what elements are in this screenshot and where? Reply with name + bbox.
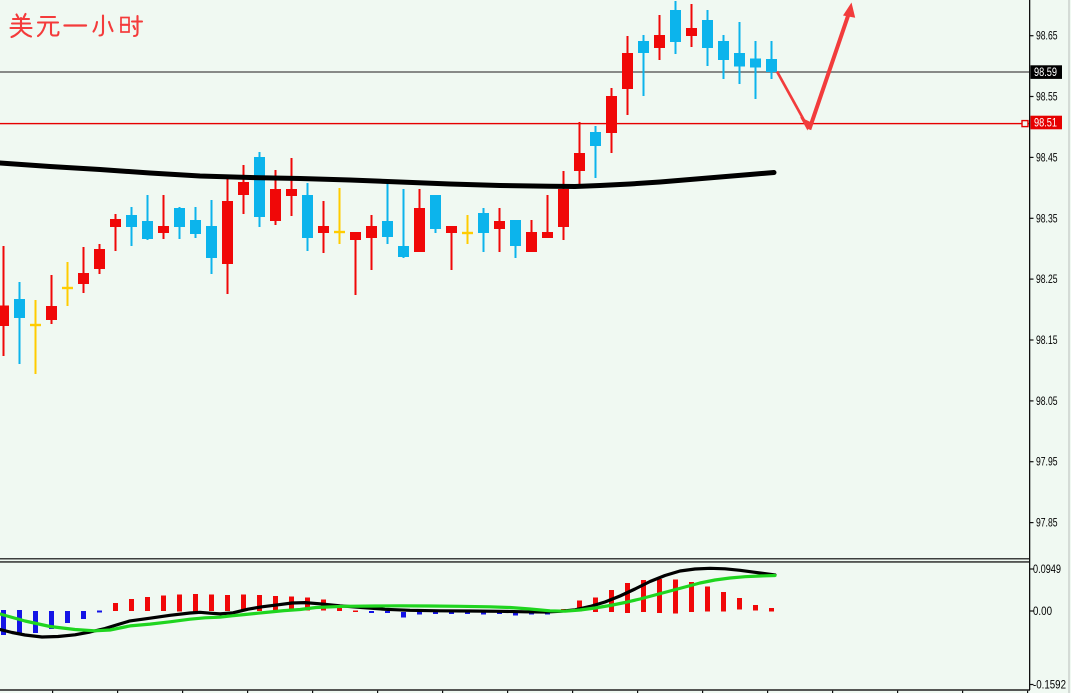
svg-text:98.65: 98.65 <box>1036 31 1058 43</box>
svg-text:98.45: 98.45 <box>1036 152 1058 164</box>
svg-text:98.25: 98.25 <box>1036 274 1058 286</box>
svg-text:98.55: 98.55 <box>1036 92 1058 104</box>
svg-text:0.00: 0.00 <box>1033 606 1052 618</box>
svg-text:98.51: 98.51 <box>1034 118 1057 130</box>
svg-text:97.85: 97.85 <box>1036 518 1058 530</box>
svg-text:98.05: 98.05 <box>1036 396 1058 408</box>
svg-text:97.95: 97.95 <box>1036 457 1058 469</box>
svg-text:0.0949: 0.0949 <box>1033 564 1061 576</box>
svg-text:98.59: 98.59 <box>1034 67 1057 79</box>
svg-text:-0.1592: -0.1592 <box>1033 680 1066 692</box>
svg-text:98.35: 98.35 <box>1036 213 1058 225</box>
svg-text:98.15: 98.15 <box>1036 335 1058 347</box>
